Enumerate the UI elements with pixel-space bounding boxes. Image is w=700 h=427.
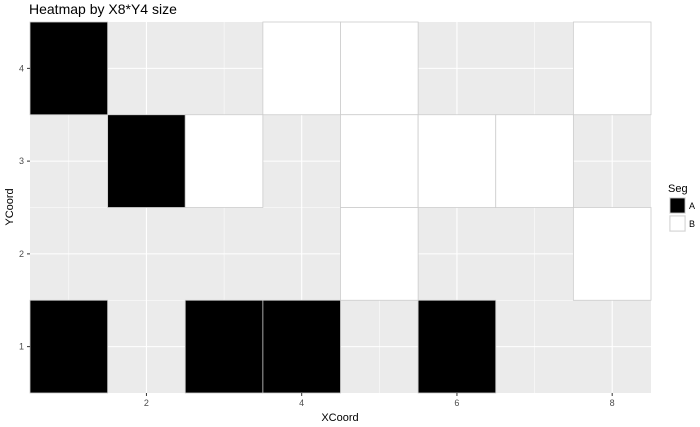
heatmap-cell-b (417, 114, 497, 208)
x-tick-label: 8 (610, 398, 615, 408)
y-tick-label: 2 (19, 249, 24, 259)
heatmap-cell-a (262, 299, 341, 394)
x-axis-title: XCoord (321, 412, 358, 424)
heatmap-cell-b (340, 207, 419, 301)
y-tick-label: 3 (19, 156, 24, 166)
legend-key-a (669, 197, 686, 214)
heatmap-cell-b (340, 21, 419, 116)
heatmap-cell-b (262, 21, 341, 116)
y-axis-ticks: 1 2 3 4 (19, 63, 30, 352)
heatmap-cell-b (495, 114, 574, 208)
heatmap-cell-b (572, 21, 652, 116)
y-tick-label: 1 (19, 342, 24, 352)
heatmap-cell-a (184, 299, 264, 394)
y-tick-label: 4 (19, 63, 24, 73)
heatmap-cell-b (572, 207, 652, 301)
heatmap-cell-a (417, 299, 497, 394)
x-tick-label: 4 (299, 398, 304, 408)
heatmap-cell-b (184, 114, 264, 208)
legend-label-b: B (689, 219, 695, 229)
legend-label-a: A (689, 201, 695, 211)
legend: Seg AB (668, 183, 695, 232)
heatmap-cell-a (107, 114, 186, 208)
x-axis-ticks: 2 4 6 8 (144, 393, 615, 408)
y-axis-title: YCoord (4, 188, 16, 225)
x-tick-label: 6 (454, 398, 459, 408)
x-tick-label: 2 (144, 398, 149, 408)
heatmap-cells (29, 21, 652, 394)
legend-title: Seg (668, 183, 688, 195)
heatmap-cell-b (340, 114, 419, 208)
heatmap-cell-a (29, 299, 109, 394)
heatmap-cell-a (29, 21, 109, 116)
legend-key-b (669, 215, 686, 232)
chart-title: Heatmap by X8*Y4 size (29, 1, 177, 17)
